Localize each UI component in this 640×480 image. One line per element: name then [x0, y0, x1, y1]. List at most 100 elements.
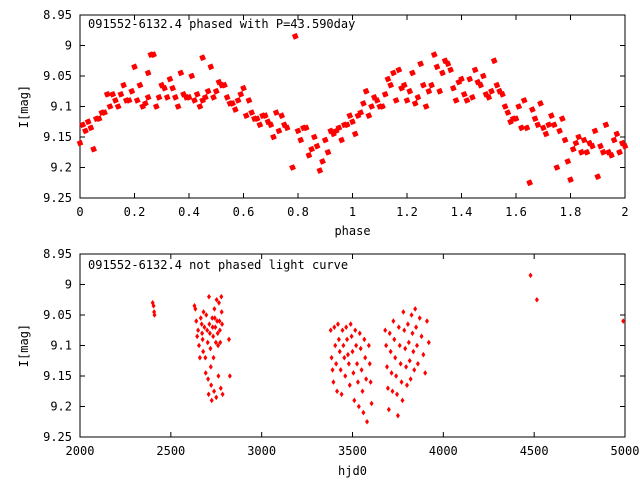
data-point	[488, 87, 495, 95]
data-point	[523, 124, 531, 132]
data-point	[345, 336, 350, 343]
data-point	[359, 367, 364, 373]
data-point	[163, 94, 171, 101]
data-point	[392, 97, 400, 104]
data-point	[125, 97, 133, 104]
data-point	[210, 324, 215, 330]
data-point	[333, 342, 338, 349]
data-point	[357, 109, 364, 116]
data-point	[364, 376, 369, 382]
data-point	[425, 87, 433, 95]
data-point	[572, 139, 580, 147]
data-points	[76, 33, 629, 187]
data-point	[599, 148, 607, 156]
data-point	[245, 97, 253, 104]
data-point	[334, 361, 339, 367]
data-point	[515, 103, 523, 110]
data-point	[395, 412, 400, 419]
data-point	[219, 293, 224, 300]
data-point	[278, 112, 285, 119]
data-point	[219, 309, 224, 315]
data-point	[369, 400, 374, 407]
data-point	[433, 63, 441, 71]
data-point	[256, 121, 264, 129]
y-axis-label: I[mag]	[17, 324, 31, 367]
data-point	[357, 330, 362, 337]
data-point	[360, 100, 367, 107]
data-point	[302, 124, 310, 132]
data-point	[385, 385, 390, 391]
y-tick-label: 9.25	[43, 191, 72, 205]
data-point	[209, 397, 214, 404]
data-point	[602, 121, 610, 129]
data-point	[575, 133, 582, 141]
data-point	[212, 315, 217, 321]
data-point	[408, 376, 413, 382]
data-point	[106, 103, 114, 110]
data-point	[417, 60, 424, 68]
data-point	[248, 109, 255, 116]
data-point	[397, 342, 402, 349]
data-point	[193, 91, 201, 98]
x-tick-label: 1	[349, 205, 356, 219]
data-point	[414, 342, 419, 349]
data-point	[131, 63, 138, 71]
data-point	[388, 348, 393, 355]
data-point	[267, 121, 275, 129]
data-point	[95, 115, 103, 122]
data-point	[294, 127, 302, 135]
y-tick-label: 9.15	[43, 130, 72, 144]
data-point	[368, 103, 375, 110]
data-point	[365, 418, 370, 425]
data-point	[199, 54, 206, 61]
data-point	[197, 354, 202, 361]
data-point	[84, 118, 92, 126]
data-point	[226, 336, 231, 343]
data-point	[501, 103, 509, 110]
data-point	[109, 91, 116, 98]
data-point	[328, 327, 333, 334]
data-point	[216, 373, 221, 379]
data-point	[242, 112, 250, 119]
data-point	[188, 72, 196, 80]
data-point	[202, 324, 207, 330]
data-point	[205, 339, 210, 346]
data-point	[337, 348, 342, 355]
data-point	[205, 327, 210, 334]
data-point	[362, 336, 367, 343]
data-point	[237, 91, 245, 98]
data-point	[406, 87, 414, 95]
data-point	[203, 354, 208, 361]
data-point	[363, 354, 368, 361]
data-point	[206, 376, 211, 382]
data-point	[353, 327, 358, 334]
data-point	[466, 75, 473, 83]
data-point	[177, 69, 185, 77]
data-point	[512, 115, 520, 122]
data-point	[289, 164, 296, 171]
data-point	[112, 97, 119, 104]
chart-title: 091552-6132.4 phased with P=43.590day	[88, 17, 355, 31]
data-point	[534, 121, 542, 129]
data-point	[354, 342, 359, 349]
data-point	[201, 309, 206, 315]
data-point	[399, 379, 404, 385]
data-point	[394, 373, 399, 379]
data-point	[342, 354, 347, 361]
y-tick-label: 9.05	[43, 69, 72, 83]
data-point	[114, 103, 122, 110]
data-point	[305, 152, 313, 159]
data-point	[297, 136, 305, 144]
data-point	[621, 142, 629, 150]
data-point	[214, 296, 219, 303]
y-tick-label: 9	[65, 278, 72, 292]
data-point	[490, 57, 498, 65]
data-point	[155, 94, 163, 101]
data-point	[196, 327, 201, 334]
data-point	[400, 81, 408, 89]
data-point	[409, 69, 416, 77]
data-point	[217, 318, 222, 324]
data-point	[460, 91, 468, 98]
data-point	[218, 385, 223, 391]
data-point	[210, 94, 217, 101]
